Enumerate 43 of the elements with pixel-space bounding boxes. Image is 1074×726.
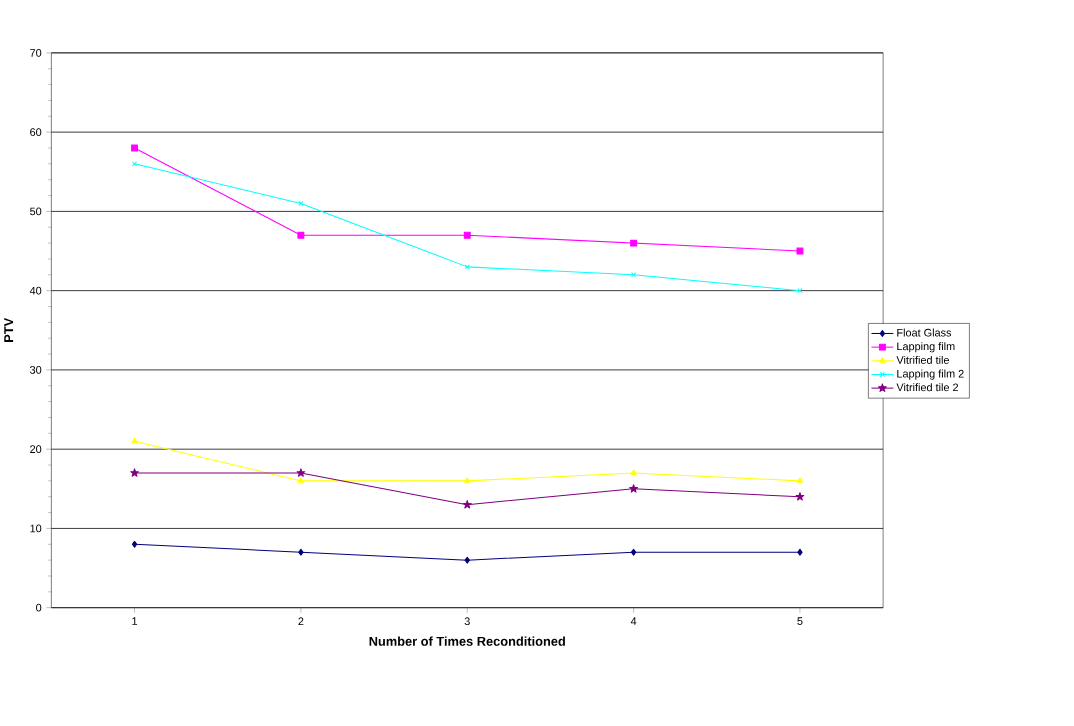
point <box>464 477 471 483</box>
x-axis-title: Number of Times Reconditioned <box>369 636 565 646</box>
point <box>296 468 306 477</box>
point <box>464 264 470 270</box>
legend-label: Lapping film <box>897 342 955 353</box>
point <box>796 247 804 255</box>
legend-label: Lapping film 2 <box>897 369 964 380</box>
x-tick-label: 2 <box>298 617 304 625</box>
legend-label: Vitrified tile <box>896 355 950 364</box>
point <box>131 144 139 152</box>
x-tick-label: 5 <box>797 617 803 625</box>
point <box>629 484 639 493</box>
point <box>796 477 804 483</box>
point <box>131 540 138 548</box>
point <box>298 200 304 207</box>
point <box>130 468 139 477</box>
point <box>630 239 638 247</box>
point <box>463 231 471 239</box>
y-tick-label: 70 <box>30 49 42 57</box>
y-tick-label: 50 <box>30 207 42 216</box>
y-tick-label: 60 <box>30 128 42 136</box>
x-tick-label: 3 <box>464 617 470 626</box>
y-tick-label: 40 <box>29 286 42 295</box>
point <box>462 500 472 509</box>
point <box>131 437 138 444</box>
point <box>464 556 470 564</box>
legend-label: Float Glass <box>897 328 952 337</box>
legend-label: Vitrified tile 2 <box>896 383 959 392</box>
point <box>298 548 304 556</box>
y-axis-title: PTV <box>4 317 14 342</box>
point <box>630 469 637 475</box>
x-tick-label: 1 <box>132 617 138 625</box>
point <box>630 548 637 556</box>
point <box>631 272 637 278</box>
y-tick-label: 20 <box>30 445 42 454</box>
point <box>297 231 305 239</box>
y-tick-label: 10 <box>30 524 42 533</box>
point <box>795 492 805 501</box>
point <box>797 548 803 556</box>
x-tick-label: 4 <box>630 617 637 625</box>
y-tick-label: 30 <box>30 366 42 374</box>
y-tick-label: 0 <box>36 603 42 612</box>
point <box>297 477 304 483</box>
